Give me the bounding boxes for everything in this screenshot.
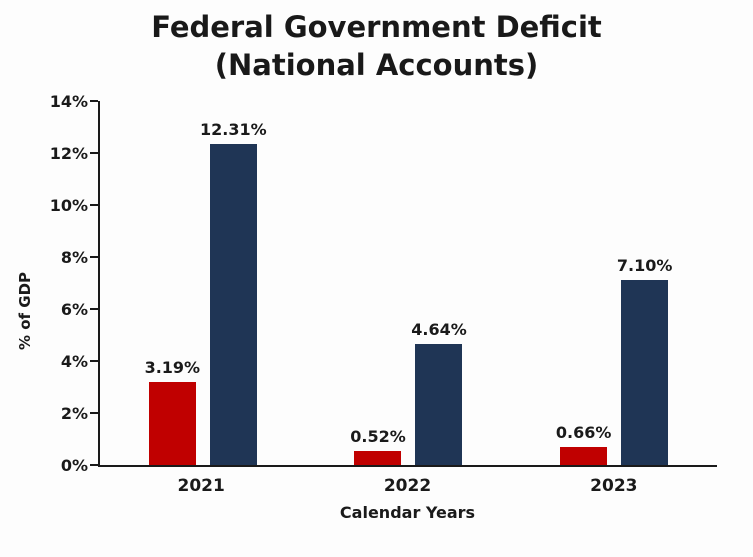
bar-value-label: 0.52% — [350, 427, 406, 447]
red-series-bar: 3.19% — [145, 358, 200, 465]
chart-main: 0% 2% 4% 6% 8% 10% 12% 14% 3.19% 12.31% 0.52% 4.64%… — [40, 92, 717, 522]
navy-series-bar: 7.10% — [617, 256, 672, 465]
chart-title-line1: Federal Government Deficit — [151, 10, 602, 44]
y-tick-label: 12% — [49, 143, 88, 163]
y-tick-mark — [90, 99, 98, 102]
x-axis-labels: 2021 2022 2023 — [98, 476, 717, 496]
y-axis-title-col: % of GDP — [10, 101, 40, 522]
bar-group-2023: 0.66% 7.10% — [511, 101, 717, 465]
y-tick-mark — [90, 255, 98, 258]
y-tick-mark — [90, 359, 98, 362]
y-tick-mark — [90, 203, 98, 206]
bar-group-2022: 0.52% 4.64% — [306, 101, 512, 465]
chart-title-line2: (National Accounts) — [214, 48, 539, 83]
red-series-bar: 0.66% — [556, 423, 611, 465]
y-axis-title: % of GDP — [16, 272, 34, 351]
bar-value-label: 12.31% — [200, 120, 267, 140]
y-tick-label: 6% — [60, 299, 88, 319]
bar-value-label: 4.64% — [411, 319, 467, 339]
y-tick-label: 10% — [49, 195, 88, 215]
y-tick-mark — [90, 463, 98, 466]
chart-body: % of GDP 0% 2% 4% 6% 8% 10% 12% 14% 3.19% 12.31% 0… — [0, 92, 753, 522]
plot-area: 0% 2% 4% 6% 8% 10% 12% 14% 3.19% 12.31% 0.52% 4.64%… — [50, 92, 717, 475]
navy-series-bar: 12.31% — [200, 120, 267, 465]
bar-value-label: 0.66% — [555, 423, 612, 443]
red-series-bar: 0.52% — [350, 427, 406, 465]
y-tick-mark — [90, 307, 98, 310]
y-tick-label: 14% — [49, 91, 88, 111]
bar-group-2021: 3.19% 12.31% — [100, 101, 306, 465]
x-category-label: 2023 — [590, 475, 638, 496]
x-category-label: 2021 — [177, 475, 225, 496]
bar-value-label: 7.10% — [616, 255, 673, 275]
y-tick-mark — [90, 411, 98, 414]
y-tick-label: 2% — [60, 403, 88, 423]
navy-series-bar: 4.64% — [411, 320, 467, 465]
bar-value-label: 3.19% — [144, 357, 201, 377]
y-tick-label: 4% — [60, 351, 88, 371]
y-tick-mark — [90, 151, 98, 154]
x-axis-title: Calendar Years — [339, 502, 476, 522]
chart-title: Federal Government Deficit (National Acc… — [0, 8, 753, 85]
y-tick-label: 8% — [60, 247, 88, 267]
x-category-label: 2022 — [383, 475, 432, 496]
y-tick-label: 0% — [60, 455, 88, 475]
